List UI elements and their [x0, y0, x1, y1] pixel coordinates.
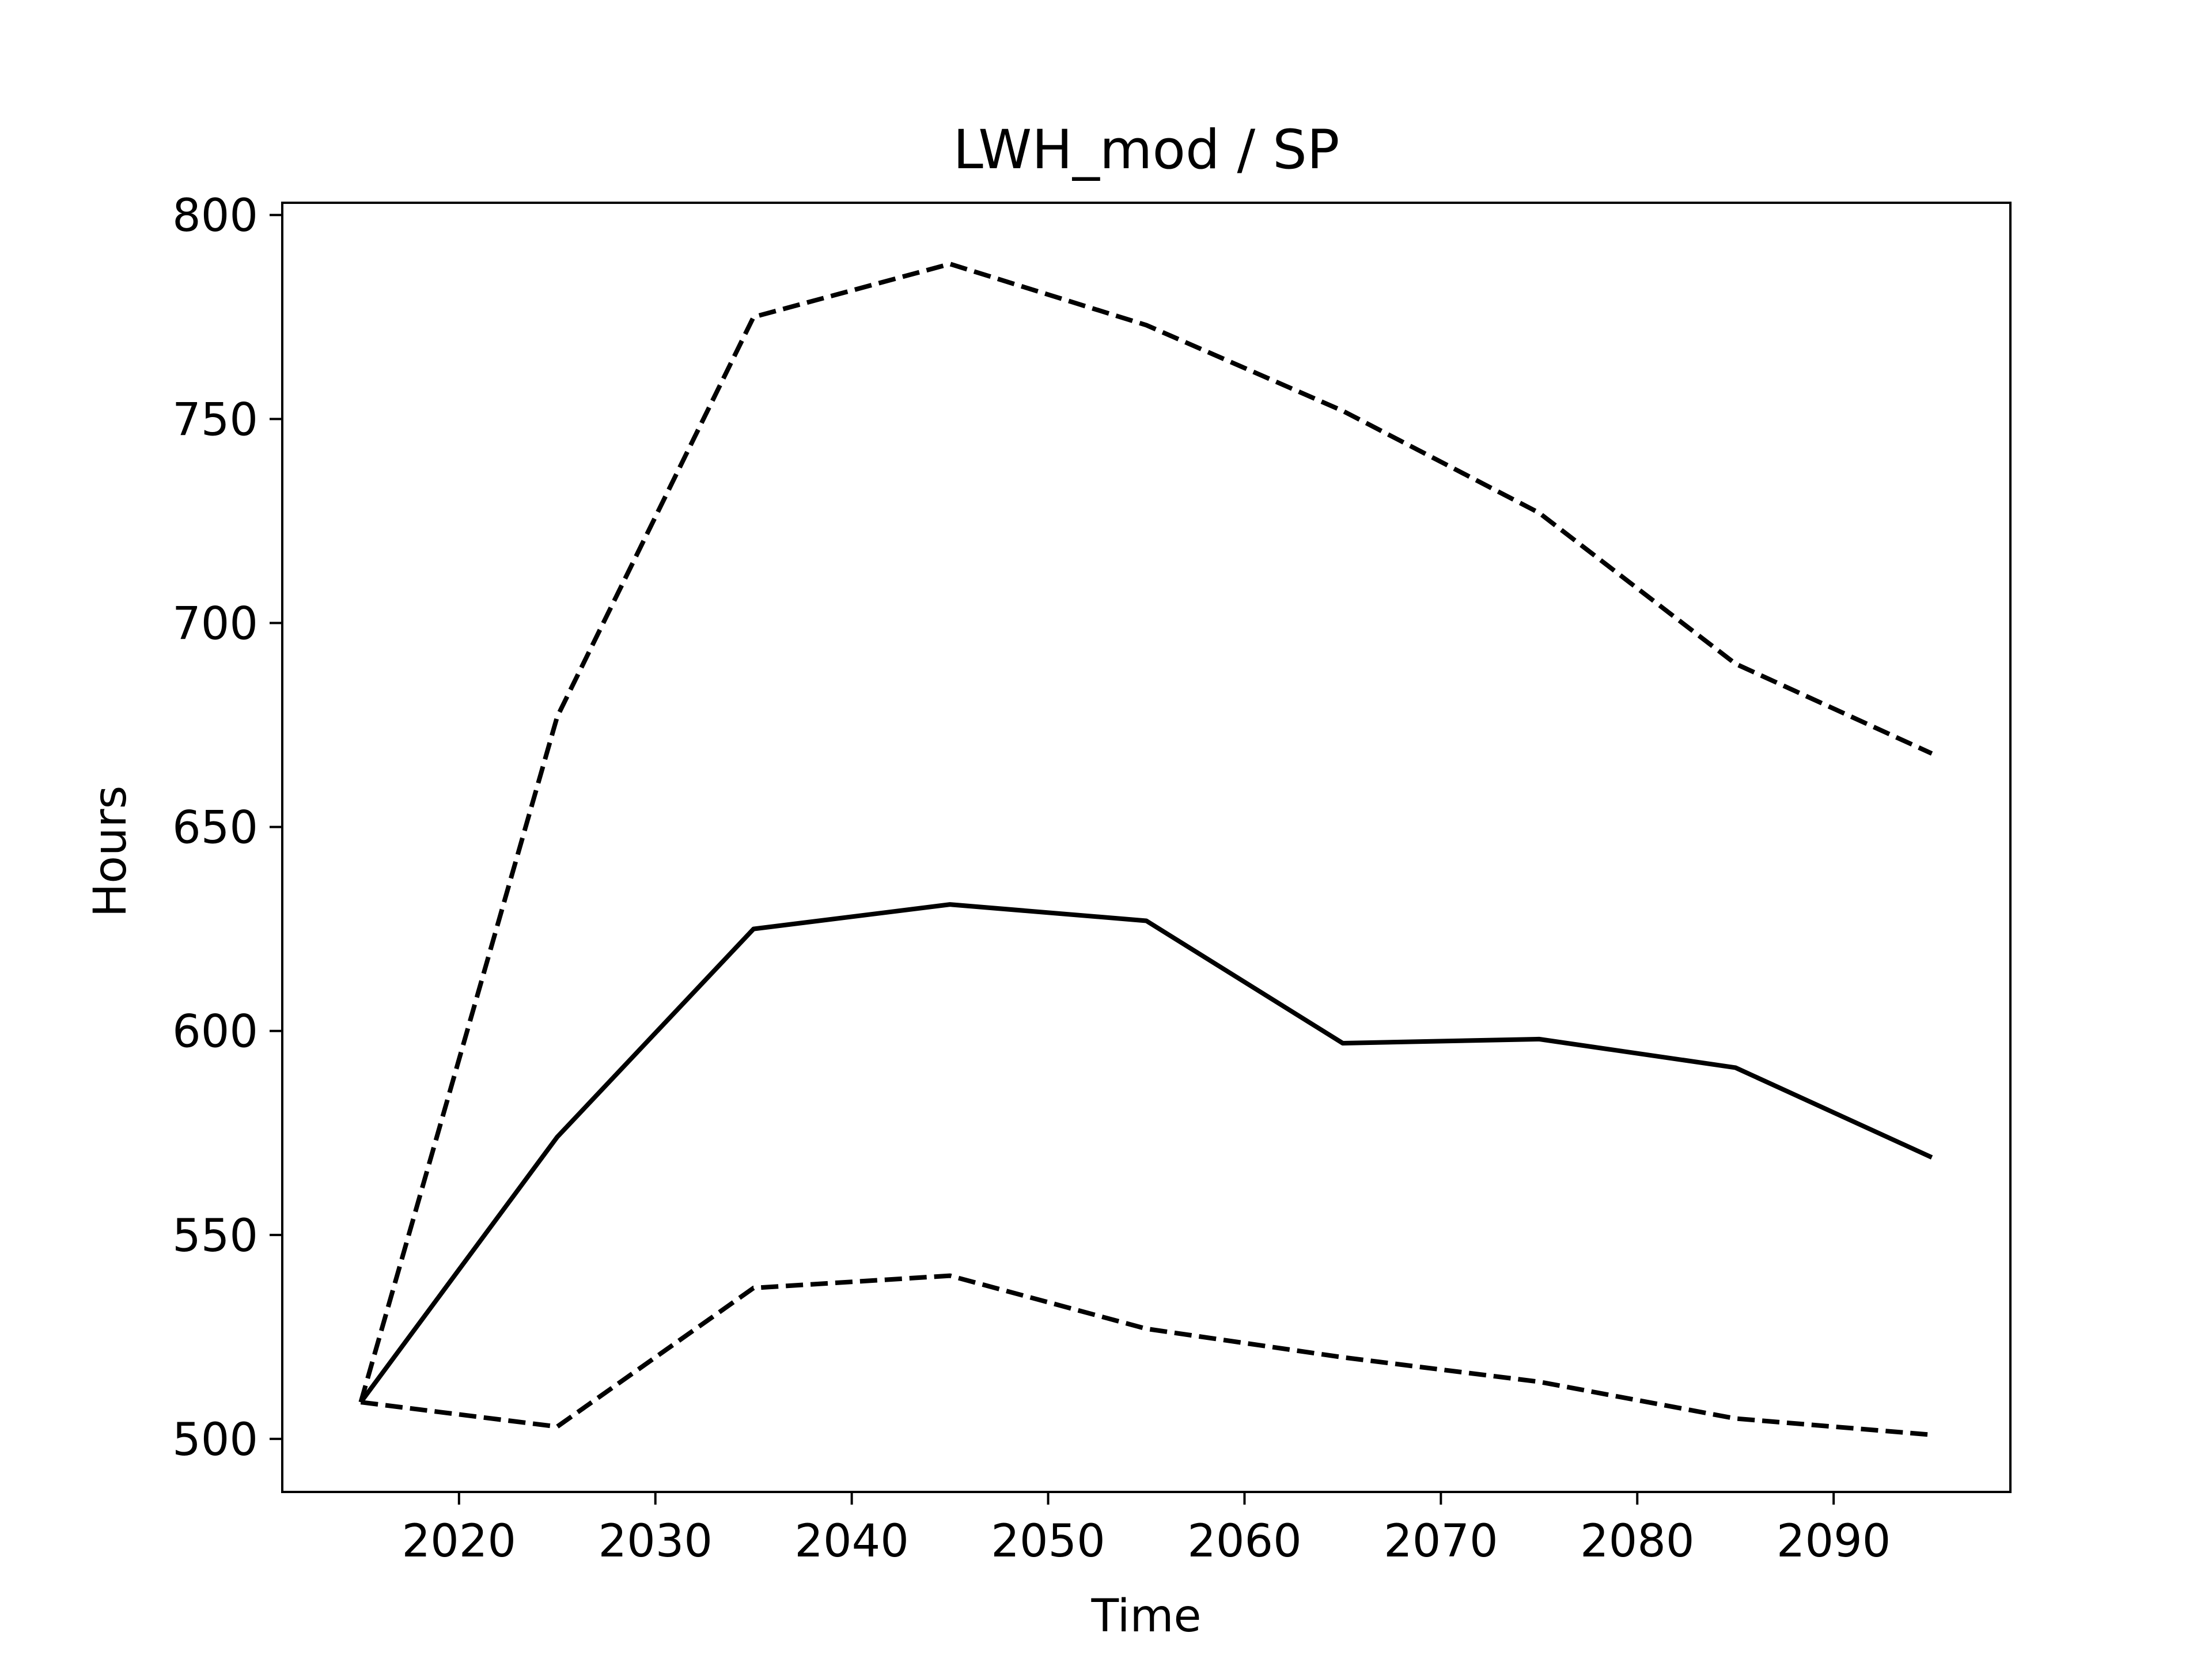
chart-title: LWH_mod / SP: [953, 119, 1340, 181]
series-line-solid-2: [359, 902, 1933, 1404]
x-tick-label: 2030: [598, 1516, 713, 1567]
y-axis-label: Hours: [85, 786, 137, 918]
plot-area: [358, 262, 1933, 1437]
series-line-dashed-3: [360, 1273, 1932, 1437]
x-tick-label: 2050: [991, 1516, 1105, 1567]
x-tick-label: 2090: [1777, 1516, 1891, 1567]
x-tick-label: 2080: [1580, 1516, 1695, 1567]
x-tick-label: 2020: [402, 1516, 517, 1567]
x-tick-label: 2070: [1384, 1516, 1498, 1567]
x-axis-label: Time: [1091, 1590, 1202, 1642]
y-axis: 500 550 600 650 700 750 800: [172, 190, 282, 1466]
x-axis: 2020 2030 2040 2050 2060 2070 2080 2090: [402, 1492, 1891, 1567]
y-tick-label: 800: [172, 190, 258, 242]
y-tick-label: 600: [172, 1006, 258, 1058]
y-tick-label: 700: [172, 598, 258, 650]
y-tick-label: 750: [172, 394, 258, 446]
x-tick-label: 2060: [1187, 1516, 1302, 1567]
x-tick-label: 2040: [794, 1516, 909, 1567]
y-tick-label: 550: [172, 1210, 258, 1262]
y-tick-label: 500: [172, 1414, 258, 1466]
plot-frame: [281, 202, 2012, 1493]
y-tick-label: 650: [172, 802, 258, 854]
series-line-dashed-1: [358, 262, 1933, 1403]
